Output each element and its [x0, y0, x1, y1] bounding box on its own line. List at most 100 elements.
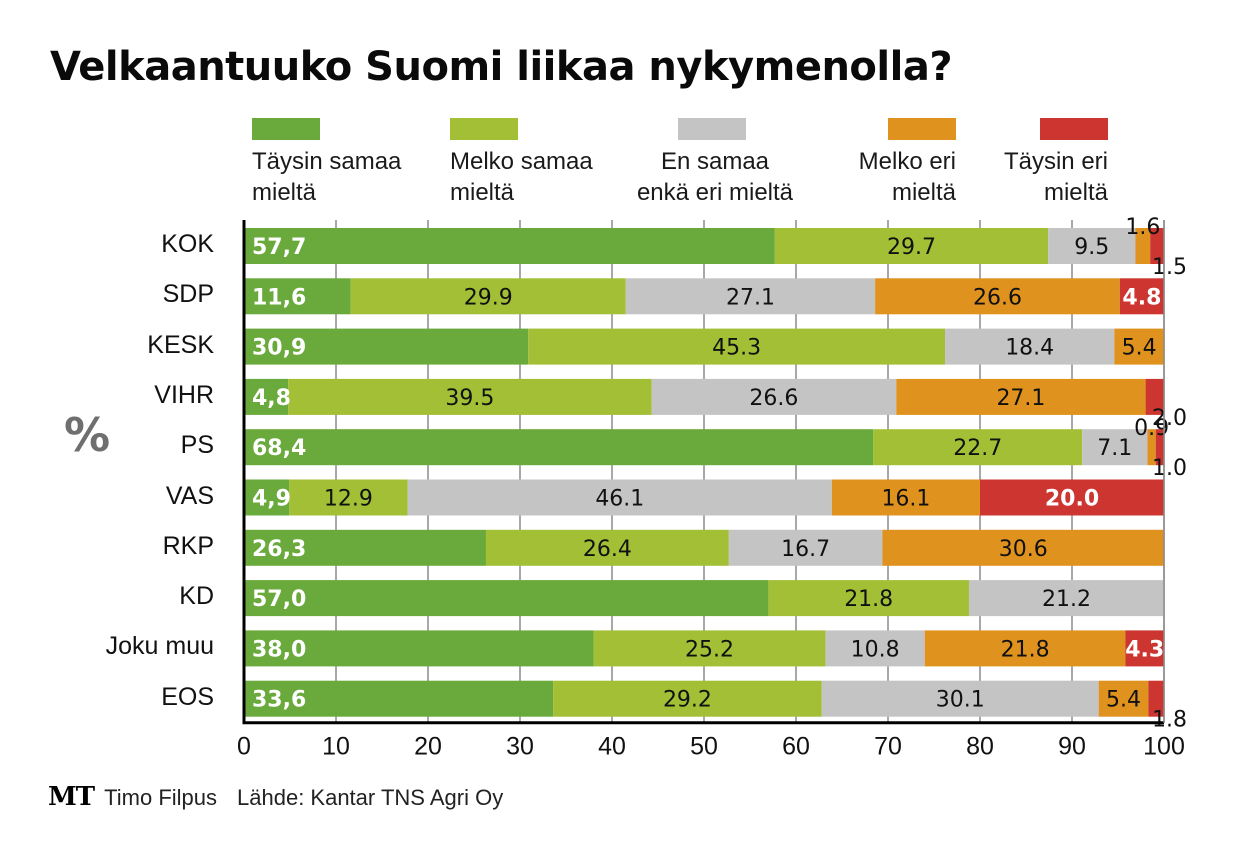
data-label: 4,9	[252, 487, 291, 512]
x-tick-label: 70	[874, 733, 902, 761]
bar-segment	[651, 378, 897, 415]
bar-segment	[1145, 378, 1164, 415]
x-tick-label: 40	[598, 733, 626, 761]
bar-segment	[875, 278, 1120, 315]
bar-segment	[244, 529, 486, 566]
data-label: 12.9	[324, 487, 373, 512]
x-tick-label: 90	[1058, 733, 1086, 761]
footer: MT Timo Filpus Lähde: Kantar TNS Agri Oy	[48, 782, 503, 812]
bar-segment	[945, 328, 1115, 365]
bar-segment	[1048, 228, 1136, 264]
category-label: SDP	[162, 280, 214, 309]
category-label: EOS	[161, 682, 214, 711]
data-label: 33,6	[252, 688, 306, 713]
legend-swatch	[252, 118, 320, 140]
bar-segment	[244, 580, 769, 617]
data-label: 4.8	[1122, 285, 1161, 310]
data-label: 57,7	[252, 235, 306, 260]
data-label: 9.5	[1074, 235, 1109, 260]
data-label: 4,8	[252, 386, 291, 411]
bar-segment	[289, 479, 408, 516]
category-label: KOK	[161, 230, 214, 258]
bar-segment	[407, 479, 832, 516]
data-label: 25.2	[685, 637, 734, 662]
source-credit: Lähde: Kantar TNS Agri Oy	[237, 785, 504, 810]
y-axis-label: %	[64, 408, 111, 462]
data-label: 1.5	[1152, 255, 1187, 280]
legend-swatch	[1040, 118, 1108, 140]
data-label: 1.8	[1152, 708, 1187, 733]
bar-segment	[1082, 429, 1148, 466]
bar-segment	[350, 278, 626, 315]
legend-swatch	[450, 118, 518, 140]
bar-segment	[288, 378, 652, 415]
legend-swatch	[678, 118, 746, 140]
bar-segment	[244, 378, 289, 415]
bar-segment	[1148, 680, 1164, 717]
data-label: 18.4	[1005, 336, 1054, 361]
bar-segment	[825, 630, 925, 667]
data-label: 1.0	[1152, 456, 1187, 481]
bar-segment	[768, 580, 969, 617]
category-label: PS	[180, 431, 214, 460]
data-label: 26.4	[583, 537, 632, 562]
x-tick-label: 80	[966, 733, 994, 761]
bar-segment	[1135, 228, 1151, 264]
data-label: 5.4	[1106, 688, 1141, 713]
data-label: 26,3	[252, 537, 306, 562]
legend-swatch	[888, 118, 956, 140]
data-label: 30.6	[999, 537, 1048, 562]
data-label: 2.0	[1152, 406, 1187, 431]
bar-segment	[1147, 429, 1156, 466]
category-label: KD	[179, 582, 214, 611]
data-label: 27.1	[726, 285, 775, 310]
data-label: 38,0	[252, 637, 306, 662]
bar-segment	[896, 378, 1146, 415]
data-label: 7.1	[1097, 436, 1132, 461]
bar-segment	[968, 580, 1164, 617]
bar-segment	[831, 479, 980, 516]
bar-segment	[625, 278, 876, 315]
bar-segment	[528, 328, 946, 365]
x-tick-label: 20	[414, 733, 442, 761]
data-label: 39.5	[445, 386, 494, 411]
data-label: 16.1	[881, 487, 930, 512]
data-label: 57,0	[252, 587, 306, 612]
legend-label: En samaa enkä eri mieltä	[636, 148, 794, 206]
bar-segment	[485, 529, 729, 566]
data-label: 30.1	[936, 688, 985, 713]
data-label: 68,4	[252, 436, 306, 461]
category-label: Joku muu	[105, 632, 214, 661]
bar-segment	[244, 429, 874, 466]
x-tick-label: 50	[690, 733, 718, 761]
x-tick-label: 60	[782, 733, 810, 761]
bar-segment	[244, 630, 594, 667]
bar-segment	[244, 328, 529, 365]
legend-label: Täysin samaa mieltä	[252, 148, 402, 206]
bar-segment	[244, 228, 775, 264]
data-label: 26.6	[749, 386, 798, 411]
x-tick-label: 100	[1143, 733, 1185, 761]
bar-segment	[244, 278, 351, 315]
bar-segment	[244, 479, 290, 516]
data-label: 21.8	[1001, 637, 1050, 662]
data-label: 21.8	[844, 587, 893, 612]
legend-label: Melko samaa mieltä	[450, 148, 593, 206]
bar-segment	[1114, 328, 1164, 365]
bar-segment	[980, 479, 1164, 516]
data-label: 20.0	[1045, 487, 1099, 512]
bar-segment	[1150, 228, 1164, 264]
author-credit: Timo Filpus	[104, 785, 218, 810]
data-label: 29.2	[663, 688, 712, 713]
bar-segment	[1119, 278, 1164, 315]
category-label: KESK	[147, 330, 214, 359]
data-label: 4.3	[1125, 637, 1164, 662]
data-label: 45.3	[712, 336, 761, 361]
bar-segment	[593, 630, 826, 667]
data-label: 22.7	[953, 436, 1002, 461]
data-label: 30,9	[252, 336, 306, 361]
x-tick-label: 30	[506, 733, 534, 761]
legend-label: Melko eri mieltä	[858, 148, 956, 206]
bar-segment	[553, 680, 822, 717]
